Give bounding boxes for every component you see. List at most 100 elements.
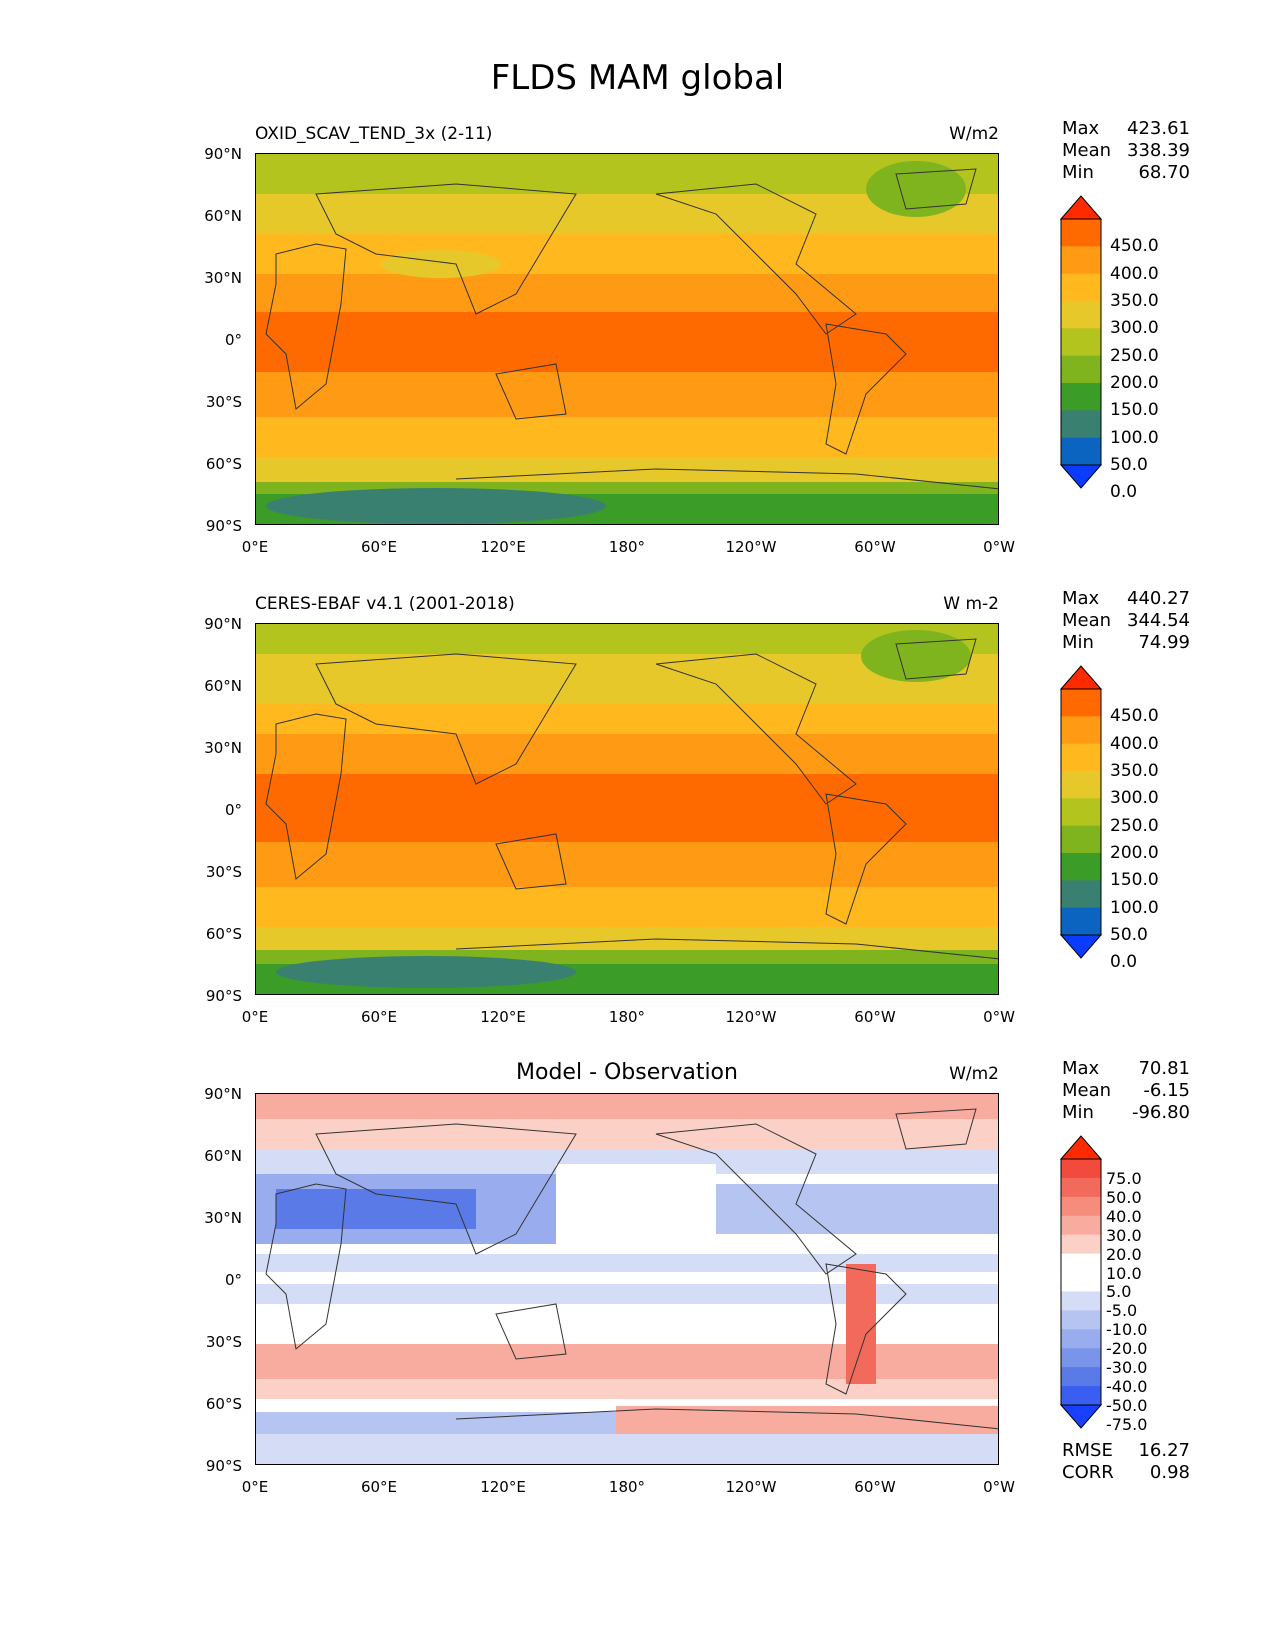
colorbar-segment (1061, 1272, 1101, 1292)
lat-label: 90°S (205, 517, 242, 535)
colorbar-label: 75.0 (1106, 1168, 1142, 1188)
colorbar-label: 50.0 (1106, 1187, 1142, 1207)
colorbar-segment (1061, 689, 1101, 717)
map-plot (255, 153, 999, 525)
lon-label: 120°W (725, 1008, 777, 1026)
map-plot (255, 1093, 999, 1465)
colorbar-label: 200.0 (1110, 843, 1159, 863)
colorbar-segment (1061, 743, 1101, 772)
panel-units: W m-2 (943, 594, 999, 614)
lon-label: 60°E (360, 538, 398, 556)
colorbar-label: 5.0 (1106, 1282, 1132, 1302)
colorbar-segment (1061, 825, 1101, 854)
lat-label: 60°S (205, 1395, 242, 1413)
colorbar-label: 250.0 (1110, 345, 1159, 366)
colorbar-segment (1061, 219, 1101, 247)
lon-label: 60°E (360, 1478, 398, 1496)
lat-label: 60°S (205, 925, 242, 943)
stat-label: Mean (1062, 1080, 1112, 1101)
colorbar-label: -75.0 (1106, 1414, 1148, 1434)
colorbar-segment (1061, 771, 1101, 799)
stat-label: Min (1062, 1102, 1094, 1123)
colorbar-segment (1061, 437, 1101, 466)
colorbar-label: 350.0 (1110, 761, 1159, 781)
lat-label: 30°S (205, 863, 242, 881)
map-field (256, 624, 998, 994)
lat-label: 0° (224, 1271, 242, 1289)
colorbar-segment (1061, 798, 1101, 827)
colorbar-label: 250.0 (1110, 815, 1159, 836)
colorbar-label: 450.0 (1110, 236, 1159, 257)
lon-label: 0°E (241, 1478, 269, 1496)
colorbar-frame (1060, 1158, 1102, 1406)
lat-label: 30°S (205, 393, 242, 411)
colorbar-segment (1061, 716, 1101, 745)
lat-label: 60°S (205, 455, 242, 473)
lon-label: 0°W (983, 1008, 1015, 1026)
colorbar-label: 100.0 (1110, 897, 1159, 918)
colorbar-extend-max (1060, 665, 1103, 690)
lon-label: 60°W (854, 538, 896, 556)
stats-box: Max 440.27 Mean 344.54 Min 74.99 (1062, 588, 1190, 654)
error-stats: RMSE 16.27 CORR 0.98 (1062, 1440, 1190, 1484)
stat-label: Max (1062, 1058, 1100, 1079)
colorbar-label: 20.0 (1106, 1244, 1142, 1264)
colorbar-label: -5.0 (1106, 1301, 1138, 1321)
colorbar-segment (1061, 1310, 1101, 1330)
colorbar-label: 450.0 (1110, 706, 1159, 727)
colorbar (1060, 665, 1103, 959)
lat-label: 60°N (204, 207, 242, 225)
lat-label: 90°S (205, 987, 242, 1005)
lon-label: 60°W (854, 1008, 896, 1026)
map-field (256, 154, 998, 524)
colorbar-segment (1061, 328, 1101, 357)
colorbar-segment (1061, 880, 1101, 909)
colorbar (1060, 1135, 1103, 1429)
lon-label: 180° (608, 538, 646, 556)
stat-max: 423.61 (1127, 118, 1190, 139)
stat-label: Mean (1062, 610, 1112, 631)
lat-label: 90°N (204, 615, 242, 633)
colorbar-frame (1060, 218, 1102, 466)
panel-units: W/m2 (949, 124, 999, 144)
colorbar-label: 300.0 (1110, 318, 1159, 339)
stat-max: 440.27 (1127, 588, 1190, 609)
stat-label: Min (1062, 162, 1094, 183)
colorbar-label: 100.0 (1110, 427, 1159, 448)
colorbar-segment (1061, 246, 1101, 275)
colorbar-extend-max (1060, 1135, 1103, 1160)
map-field (256, 1094, 998, 1464)
lon-label: 0°W (983, 1478, 1015, 1496)
stat-max: 70.81 (1138, 1058, 1190, 1079)
stat-mean: -6.15 (1143, 1080, 1190, 1101)
stat-label: RMSE (1062, 1440, 1113, 1461)
lat-label: 30°N (204, 1209, 242, 1227)
lat-label: 60°N (204, 677, 242, 695)
figure-title: FLDS MAM global (490, 58, 785, 98)
panel-title: Model - Observation (516, 1060, 738, 1085)
panel-title: CERES-EBAF v4.1 (2001-2018) (255, 594, 515, 614)
colorbar-extend-min (1060, 1404, 1103, 1429)
lon-label: 120°E (480, 538, 526, 556)
lon-label: 0°E (241, 1008, 269, 1026)
colorbar-label: 200.0 (1110, 373, 1159, 393)
colorbar-segment (1061, 355, 1101, 384)
stat-min: -96.80 (1131, 1102, 1190, 1123)
lat-label: 30°N (204, 739, 242, 757)
lat-label: 60°N (204, 1147, 242, 1165)
lat-label: 30°S (205, 1333, 242, 1351)
colorbar-label: -40.0 (1106, 1377, 1148, 1397)
lon-label: 120°W (725, 538, 777, 556)
stat-mean: 338.39 (1127, 140, 1190, 161)
colorbar-label: 400.0 (1110, 263, 1159, 284)
lon-label: 120°W (725, 1478, 777, 1496)
colorbar-segment (1061, 1215, 1101, 1236)
colorbar-segment (1061, 1196, 1101, 1217)
lon-label: 120°E (480, 1008, 526, 1026)
colorbar-segment (1061, 1177, 1101, 1198)
stat-min: 68.70 (1138, 162, 1190, 183)
colorbar-label: 350.0 (1110, 291, 1159, 311)
panel-units: W/m2 (949, 1064, 999, 1084)
stat-label: CORR (1062, 1462, 1114, 1483)
colorbar-label: 0.0 (1110, 482, 1138, 503)
